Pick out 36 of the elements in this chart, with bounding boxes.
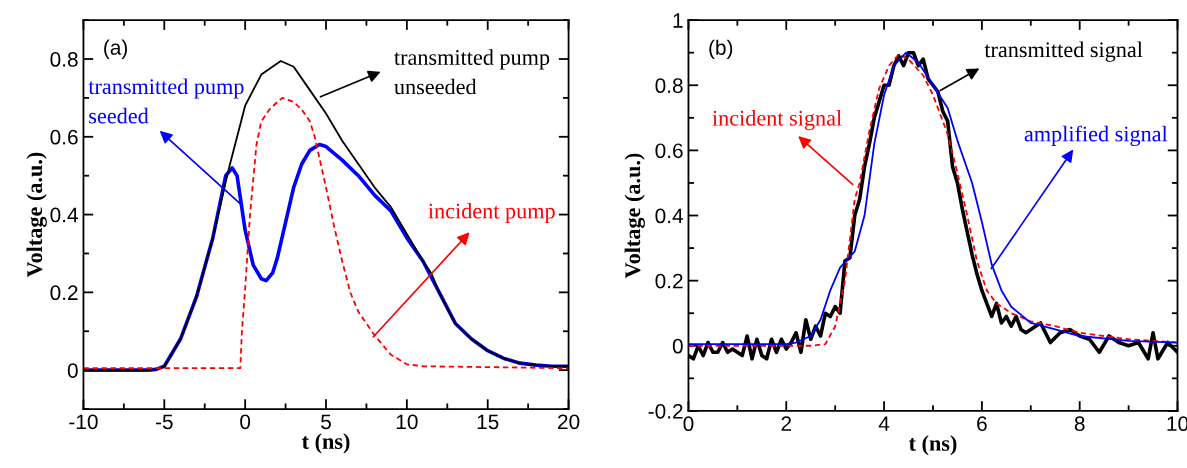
x-tick-label: 6 [977,416,987,432]
annotation: transmitted pump unseeded [394,49,550,95]
x-tick-label: 0 [683,416,694,432]
y-tick-label: 0 [67,363,78,378]
y-axis-title: Voltage (a.u.) [624,153,645,279]
annotation: amplified signal [1024,125,1168,147]
y-tick-label: 0.4 [50,207,78,223]
x-tick-label: 10 [396,414,418,430]
annotation: transmitted pump seeded [88,78,244,124]
y-axis-title: Voltage (a.u.) [26,152,47,278]
y-tick-label: -0.2 [648,403,683,419]
y-tick-label: 0.6 [655,143,683,159]
y-tick-label: 0.4 [655,208,683,224]
x-tick-label: -5 [155,414,173,430]
y-tick-label: 0.2 [655,273,683,289]
annotation: (b) [709,39,733,60]
annotation: incident signal [712,110,842,131]
y-tick-label: 0 [672,338,683,354]
x-tick-label: 5 [321,414,331,430]
y-tick-label: 0.8 [655,78,683,94]
x-tick-label: 2 [781,416,792,431]
x-tick-label: 20 [558,414,580,430]
x-tick-label: 15 [477,414,499,430]
annotation: (a) [104,39,128,59]
y-tick-label: 1 [673,13,683,28]
annotation: transmitted signal [984,41,1143,62]
x-tick-label: -10 [69,414,98,430]
y-tick-label: 0.8 [50,52,78,67]
x-tick-label: 0 [240,414,251,430]
y-tick-label: 0.2 [50,285,78,301]
x-tick-label: 4 [878,416,890,431]
x-axis-title: t (ns) [908,435,957,456]
annotation: incident pump [428,202,555,224]
y-tick-label: 0.6 [50,129,78,145]
x-tick-label: 8 [1074,416,1085,432]
x-axis-title: t (ns) [301,433,350,454]
